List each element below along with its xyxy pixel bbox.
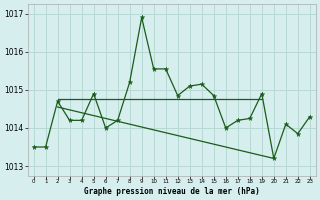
X-axis label: Graphe pression niveau de la mer (hPa): Graphe pression niveau de la mer (hPa) [84,187,260,196]
